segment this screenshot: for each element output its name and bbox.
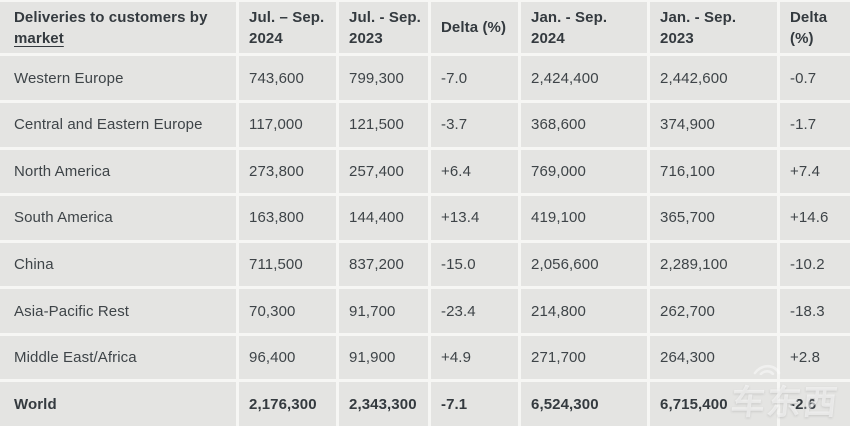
q3-2023-cell: 257,400 — [339, 149, 428, 194]
q3-2024-cell: 743,600 — [239, 56, 336, 101]
table-row-middle-east-africa: Middle East/Africa 96,400 91,900 +4.9 27… — [0, 335, 850, 380]
table-row-world-total: World 2,176,300 2,343,300 -7.1 6,524,300… — [0, 382, 850, 426]
market-cell: Western Europe — [0, 56, 236, 101]
ytd-2024-cell: 6,524,300 — [521, 382, 647, 426]
q3-2024-cell: 273,800 — [239, 149, 336, 194]
ytd-2023-cell: 2,289,100 — [650, 242, 777, 287]
ytd-2023-cell: 365,700 — [650, 196, 777, 240]
ytd-2024-cell: 214,800 — [521, 289, 647, 333]
market-cell: China — [0, 242, 236, 287]
ytd-delta-cell: +7.4 — [780, 149, 850, 194]
ytd-delta-cell: +14.6 — [780, 196, 850, 240]
market-cell: South America — [0, 196, 236, 240]
table-row-north-america: North America 273,800 257,400 +6.4 769,0… — [0, 149, 850, 194]
q3-2024-cell: 70,300 — [239, 289, 336, 333]
q3-2023-cell: 837,200 — [339, 242, 428, 287]
q3-delta-cell: -15.0 — [431, 242, 518, 287]
q3-2023-cell: 91,700 — [339, 289, 428, 333]
q3-2023-cell: 2,343,300 — [339, 382, 428, 426]
ytd-2024-cell: 2,056,600 — [521, 242, 647, 287]
column-header-ytd-2023: Jan. - Sep. 2023 — [650, 2, 777, 54]
q3-delta-cell: -3.7 — [431, 103, 518, 147]
table-header-row: Deliveries to customers by market Jul. –… — [0, 2, 850, 54]
ytd-2023-cell: 6,715,400 — [650, 382, 777, 426]
q3-delta-cell: +6.4 — [431, 149, 518, 194]
q3-delta-cell: +4.9 — [431, 335, 518, 380]
q3-2024-cell: 96,400 — [239, 335, 336, 380]
market-cell: Middle East/Africa — [0, 335, 236, 380]
market-cell: Asia-Pacific Rest — [0, 289, 236, 333]
ytd-2023-cell: 2,442,600 — [650, 56, 777, 101]
ytd-2024-cell: 2,424,400 — [521, 56, 647, 101]
q3-2023-cell: 121,500 — [339, 103, 428, 147]
ytd-delta-cell: -2.6 — [780, 382, 850, 426]
ytd-delta-cell: +2.8 — [780, 335, 850, 380]
column-header-q3-2024: Jul. – Sep. 2024 — [239, 2, 336, 54]
table-row-central-eastern-europe: Central and Eastern Europe 117,000 121,5… — [0, 103, 850, 147]
ytd-delta-cell: -0.7 — [780, 56, 850, 101]
ytd-2024-cell: 769,000 — [521, 149, 647, 194]
ytd-2023-cell: 374,900 — [650, 103, 777, 147]
q3-2024-cell: 163,800 — [239, 196, 336, 240]
ytd-2023-cell: 262,700 — [650, 289, 777, 333]
q3-2024-cell: 2,176,300 — [239, 382, 336, 426]
market-link[interactable]: market — [14, 29, 64, 47]
q3-2023-cell: 144,400 — [339, 196, 428, 240]
market-cell: North America — [0, 149, 236, 194]
table-row-south-america: South America 163,800 144,400 +13.4 419,… — [0, 196, 850, 240]
ytd-delta-cell: -1.7 — [780, 103, 850, 147]
q3-2023-cell: 799,300 — [339, 56, 428, 101]
q3-delta-cell: +13.4 — [431, 196, 518, 240]
q3-2024-cell: 711,500 — [239, 242, 336, 287]
table-title-cell: Deliveries to customers by market — [0, 2, 236, 54]
table-row-western-europe: Western Europe 743,600 799,300 -7.0 2,42… — [0, 56, 850, 101]
market-cell: World — [0, 382, 236, 426]
ytd-2023-cell: 264,300 — [650, 335, 777, 380]
column-header-ytd-2024: Jan. - Sep. 2024 — [521, 2, 647, 54]
q3-delta-cell: -23.4 — [431, 289, 518, 333]
q3-delta-cell: -7.0 — [431, 56, 518, 101]
column-header-ytd-delta: Delta (%) — [780, 2, 850, 54]
table-title-text: Deliveries to customers by — [14, 8, 208, 26]
table-row-asia-pacific-rest: Asia-Pacific Rest 70,300 91,700 -23.4 21… — [0, 289, 850, 333]
ytd-2024-cell: 419,100 — [521, 196, 647, 240]
market-cell: Central and Eastern Europe — [0, 103, 236, 147]
ytd-2024-cell: 271,700 — [521, 335, 647, 380]
q3-2024-cell: 117,000 — [239, 103, 336, 147]
ytd-2024-cell: 368,600 — [521, 103, 647, 147]
ytd-delta-cell: -18.3 — [780, 289, 850, 333]
q3-2023-cell: 91,900 — [339, 335, 428, 380]
table-row-china: China 711,500 837,200 -15.0 2,056,600 2,… — [0, 242, 850, 287]
column-header-q3-delta: Delta (%) — [431, 2, 518, 54]
ytd-delta-cell: -10.2 — [780, 242, 850, 287]
ytd-2023-cell: 716,100 — [650, 149, 777, 194]
q3-delta-cell: -7.1 — [431, 382, 518, 426]
column-header-q3-2023: Jul. - Sep. 2023 — [339, 2, 428, 54]
